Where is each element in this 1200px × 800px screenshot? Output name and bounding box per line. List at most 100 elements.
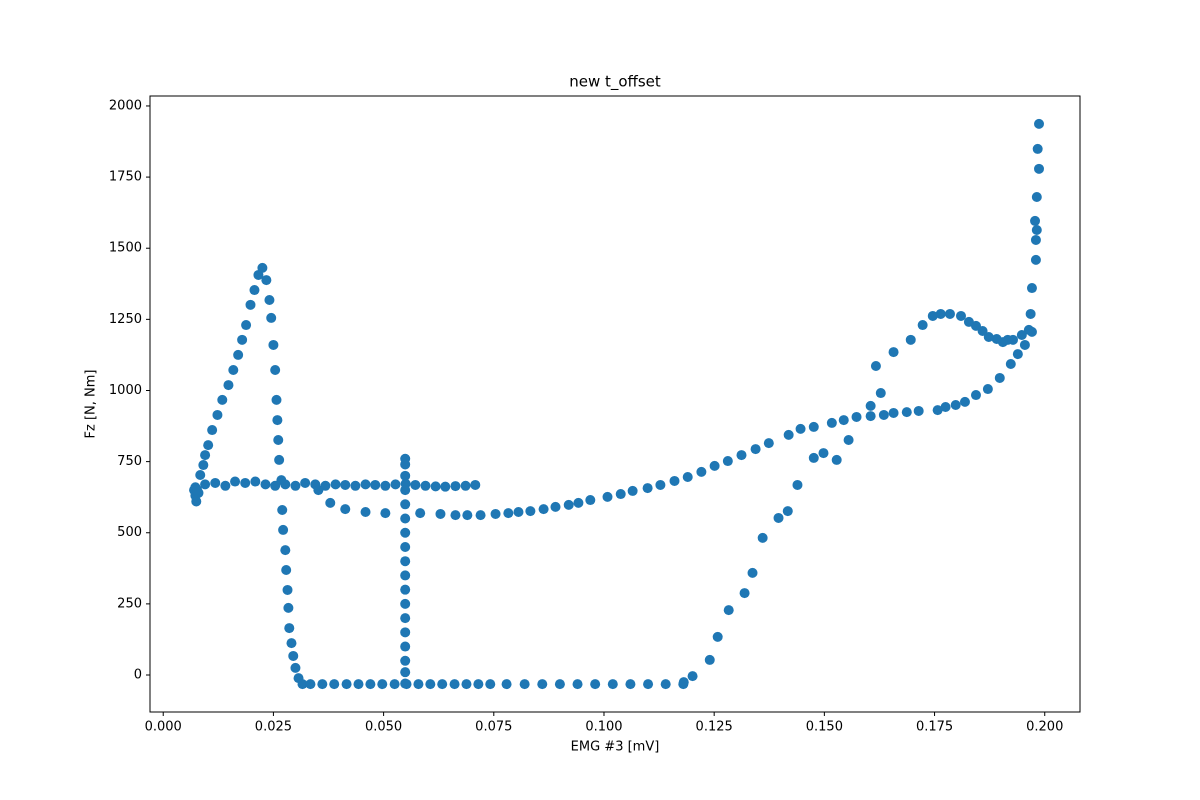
scatter-point bbox=[420, 480, 431, 491]
scatter-point bbox=[1026, 283, 1037, 294]
scatter-point bbox=[959, 396, 970, 407]
scatter-point bbox=[627, 485, 638, 496]
scatter-point bbox=[313, 485, 324, 496]
scatter-point bbox=[317, 679, 328, 690]
scatter-point bbox=[1034, 163, 1045, 174]
scatter-point bbox=[278, 524, 289, 535]
scatter-point bbox=[450, 510, 461, 521]
scatter-point bbox=[870, 361, 881, 372]
scatter-point bbox=[365, 679, 376, 690]
scatter-point bbox=[353, 679, 364, 690]
scatter-point bbox=[563, 499, 574, 510]
scatter-point bbox=[460, 480, 471, 491]
scatter-point bbox=[503, 508, 514, 519]
y-axis-label: Fz [N, Nm] bbox=[84, 370, 99, 439]
scatter-point bbox=[826, 417, 837, 428]
scatter-point bbox=[198, 460, 209, 471]
scatter-point bbox=[380, 480, 391, 491]
scatter-point bbox=[290, 662, 301, 673]
scatter-point bbox=[519, 679, 530, 690]
scatter-point bbox=[223, 380, 234, 391]
scatter-point bbox=[400, 667, 411, 678]
scatter-point bbox=[261, 275, 272, 286]
scatter-point bbox=[490, 508, 501, 519]
scatter-point bbox=[901, 407, 912, 418]
scatter-point bbox=[573, 497, 584, 508]
scatter-point bbox=[400, 613, 411, 624]
scatter-point bbox=[643, 679, 654, 690]
scatter-point bbox=[449, 679, 460, 690]
scatter-point bbox=[435, 508, 446, 519]
scatter-point bbox=[712, 631, 723, 642]
scatter-point bbox=[572, 679, 583, 690]
scatter-point bbox=[266, 312, 277, 323]
scatter-point bbox=[430, 481, 441, 492]
scatter-point bbox=[284, 623, 295, 634]
scatter-point bbox=[783, 429, 794, 440]
scatter-point bbox=[696, 466, 707, 477]
scatter-point bbox=[277, 504, 288, 515]
scatter-point bbox=[590, 679, 601, 690]
scatter-point bbox=[1016, 330, 1027, 341]
scatter-point bbox=[230, 476, 241, 487]
scatter-point bbox=[944, 308, 955, 319]
scatter-point bbox=[1030, 215, 1041, 226]
scatter-point bbox=[245, 299, 256, 310]
scatter-point bbox=[341, 679, 352, 690]
scatter-point bbox=[757, 532, 768, 543]
scatter-point bbox=[655, 479, 666, 490]
scatter-point bbox=[888, 407, 899, 418]
scatter-point bbox=[268, 339, 279, 350]
scatter-point bbox=[994, 372, 1005, 383]
scatter-point bbox=[475, 510, 486, 521]
scatter-point bbox=[927, 310, 938, 321]
scatter-point bbox=[297, 679, 308, 690]
scatter-point bbox=[709, 460, 720, 471]
x-axis-label: EMG #3 [mV] bbox=[571, 740, 660, 755]
x-tick-label: 0.125 bbox=[696, 720, 733, 735]
scatter-point bbox=[210, 477, 221, 488]
scatter-point bbox=[283, 602, 294, 613]
scatter-point bbox=[917, 320, 928, 331]
scatter-point bbox=[415, 508, 426, 519]
scatter-point bbox=[982, 384, 993, 395]
scatter-point bbox=[300, 477, 311, 488]
scatter-point bbox=[389, 679, 400, 690]
scatter-point bbox=[763, 438, 774, 449]
scatter-point bbox=[704, 654, 715, 665]
scatter-point bbox=[808, 452, 819, 463]
scatter-point bbox=[217, 394, 228, 405]
scatter-point bbox=[722, 456, 733, 467]
scatter-point bbox=[240, 477, 251, 488]
scatter-point bbox=[782, 506, 793, 517]
x-tick-label: 0.075 bbox=[475, 720, 512, 735]
scatter-point bbox=[485, 679, 496, 690]
scatter-point bbox=[360, 479, 371, 490]
y-tick-label: 1250 bbox=[109, 312, 142, 327]
scatter-point bbox=[271, 394, 282, 405]
scatter-point bbox=[461, 679, 472, 690]
scatter-point bbox=[200, 450, 211, 461]
points bbox=[189, 118, 1045, 690]
scatter-point bbox=[1030, 234, 1041, 245]
scatter-point bbox=[191, 496, 202, 507]
scatter-point bbox=[400, 655, 411, 666]
scatter-point bbox=[329, 679, 340, 690]
scatter-point bbox=[195, 469, 206, 480]
scatter-point bbox=[280, 545, 291, 556]
y-tick-label: 2000 bbox=[109, 98, 142, 113]
scatter-point bbox=[400, 453, 411, 464]
scatter-point bbox=[370, 479, 381, 490]
scatter-point bbox=[585, 495, 596, 506]
scatter-point bbox=[400, 470, 411, 481]
scatter-point bbox=[625, 679, 636, 690]
scatter-point bbox=[642, 483, 653, 494]
scatter-point bbox=[513, 506, 524, 517]
scatter-point bbox=[888, 347, 899, 358]
scatter-point bbox=[838, 415, 849, 426]
scatter-point bbox=[723, 605, 734, 616]
chart-title: new t_offset bbox=[569, 73, 661, 92]
scatter-point bbox=[330, 479, 341, 490]
scatter-point bbox=[400, 499, 411, 510]
